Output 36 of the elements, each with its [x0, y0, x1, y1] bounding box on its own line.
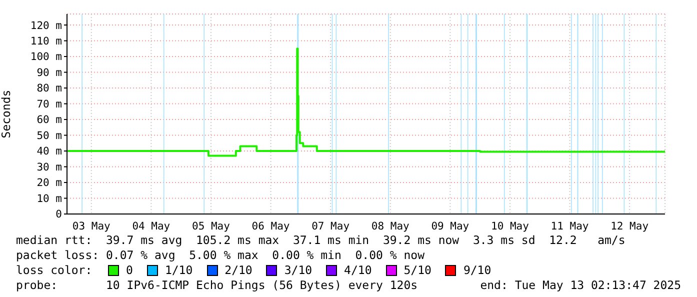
legend-label: 3/10 — [283, 263, 312, 278]
legend-label: 9/10 — [462, 263, 492, 278]
y-axis-title: Seconds — [0, 90, 14, 138]
legend-label: 5/10 — [402, 263, 432, 278]
y-tick-label: 50 m — [36, 130, 62, 142]
x-tick-label: 11 May — [550, 220, 589, 232]
x-tick-label: 07 May — [312, 220, 350, 232]
legend-label: 0 — [125, 263, 133, 278]
y-tick-label: 40 m — [36, 146, 62, 158]
legend-label: 2/10 — [224, 263, 252, 278]
y-tick-label: 80 m — [36, 82, 62, 95]
text: end: Tue May 13 02:13:47 2025 — [480, 278, 681, 293]
x-tick-label: 04 May — [132, 220, 170, 232]
legend-label: 4/10 — [343, 263, 372, 278]
y-tick-label: 10 m — [36, 192, 62, 205]
y-tick-label: 120 m — [30, 20, 62, 32]
x-tick-label: 03 May — [72, 220, 110, 232]
y-tick-label: 90 m — [36, 66, 62, 79]
x-tick-label: 12 May — [610, 220, 649, 232]
x-tick-label: 10 May — [491, 220, 529, 232]
text: packet loss: 0.07 % avg 5.00 % max 0.00 % min 0.00 % now — [16, 248, 426, 263]
legend-label: 1/10 — [164, 263, 193, 278]
text: probe: 10 IPv6-ICMP Echo Pings (56 Bytes) every 120s — [16, 278, 418, 293]
y-tick-label: 30 m — [36, 161, 62, 174]
y-tick-label: 70 m — [36, 98, 62, 110]
y-tick-label: 100 m — [30, 51, 62, 64]
y-tick-label: 110 m — [30, 36, 62, 48]
x-tick-label: 05 May — [192, 220, 230, 232]
y-tick-label: 20 m — [36, 177, 62, 190]
x-tick-label: 09 May — [431, 220, 470, 232]
legend-title: loss color: — [16, 263, 94, 278]
y-tick-label: 60 m — [36, 114, 62, 126]
x-tick-label: 06 May — [252, 220, 290, 232]
text: median rtt: 39.7 ms avg 105.2 ms max 37.1 ms min 39.2 ms now 3.3 ms sd 12.2 am/s — [16, 233, 626, 248]
y-tick-label: 0 — [56, 208, 62, 221]
x-tick-label: 08 May — [371, 220, 410, 232]
